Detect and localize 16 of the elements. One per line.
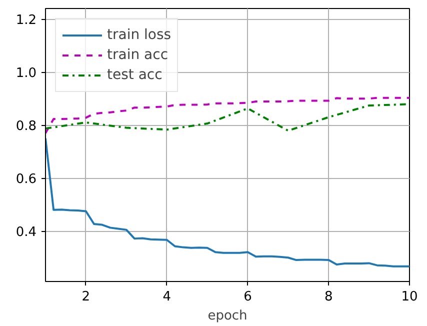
y-tick-label: 0.4 <box>16 225 37 240</box>
legend-label: test acc <box>107 67 162 83</box>
line-series <box>46 137 410 268</box>
y-tick-label: 1.0 <box>16 66 37 82</box>
legend-label: train acc <box>107 47 168 63</box>
legend-label: train loss <box>107 27 172 43</box>
x-tick-label: 4 <box>162 290 171 304</box>
y-tick-label: 0.8 <box>16 119 37 134</box>
line-series <box>46 96 410 134</box>
y-tick-label: 1.2 <box>16 13 37 28</box>
x-tick-label: 10 <box>401 290 418 304</box>
y-tick-label: 0.6 <box>16 172 37 188</box>
x-tick-label: 6 <box>244 290 252 304</box>
x-tick-label: 2 <box>82 290 90 304</box>
x-tick-label: 8 <box>324 290 333 304</box>
x-axis-title: epoch <box>208 308 248 324</box>
